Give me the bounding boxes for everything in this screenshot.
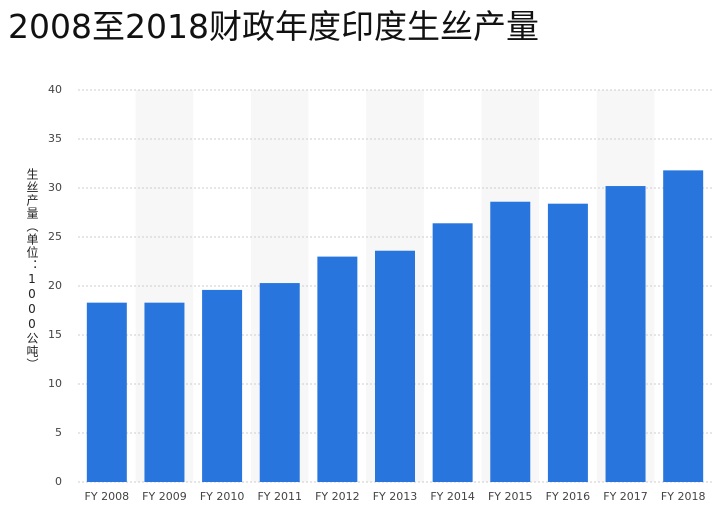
y-axis-label: 生丝产量（单位：1000公吨） [25, 168, 39, 371]
y-tick-label: 10 [48, 377, 62, 390]
bar [605, 186, 646, 483]
x-tick-label: FY 2011 [257, 490, 302, 503]
y-tick-label: 30 [48, 181, 62, 194]
bar [432, 223, 473, 482]
bar [375, 250, 415, 482]
x-tick-label: FY 2015 [488, 490, 533, 503]
bar [317, 256, 358, 482]
bar [490, 201, 531, 482]
y-tick-label: 15 [48, 328, 62, 341]
bar [547, 203, 588, 482]
x-tick-label: FY 2009 [142, 490, 187, 503]
bar [144, 302, 185, 482]
y-tick-label: 20 [48, 279, 62, 292]
y-tick-label: 25 [48, 230, 62, 243]
bar [259, 283, 300, 482]
x-tick-label: FY 2016 [546, 490, 591, 503]
bar [202, 289, 243, 482]
x-tick-label: FY 2017 [603, 490, 648, 503]
chart-title: 2008至2018财政年度印度生丝产量 [8, 7, 539, 46]
y-tick-label: 40 [48, 83, 62, 96]
y-tick-label: 0 [55, 475, 62, 488]
x-tick-label: FY 2013 [373, 490, 418, 503]
x-tick-label: FY 2012 [315, 490, 360, 503]
x-tick-label: FY 2010 [200, 490, 245, 503]
bar [663, 170, 704, 483]
bar [86, 302, 127, 482]
y-tick-label: 35 [48, 132, 62, 145]
x-tick-label: FY 2014 [430, 490, 475, 503]
x-tick-label: FY 2018 [661, 490, 706, 503]
y-tick-label: 5 [55, 426, 62, 439]
x-tick-label: FY 2008 [85, 490, 130, 503]
